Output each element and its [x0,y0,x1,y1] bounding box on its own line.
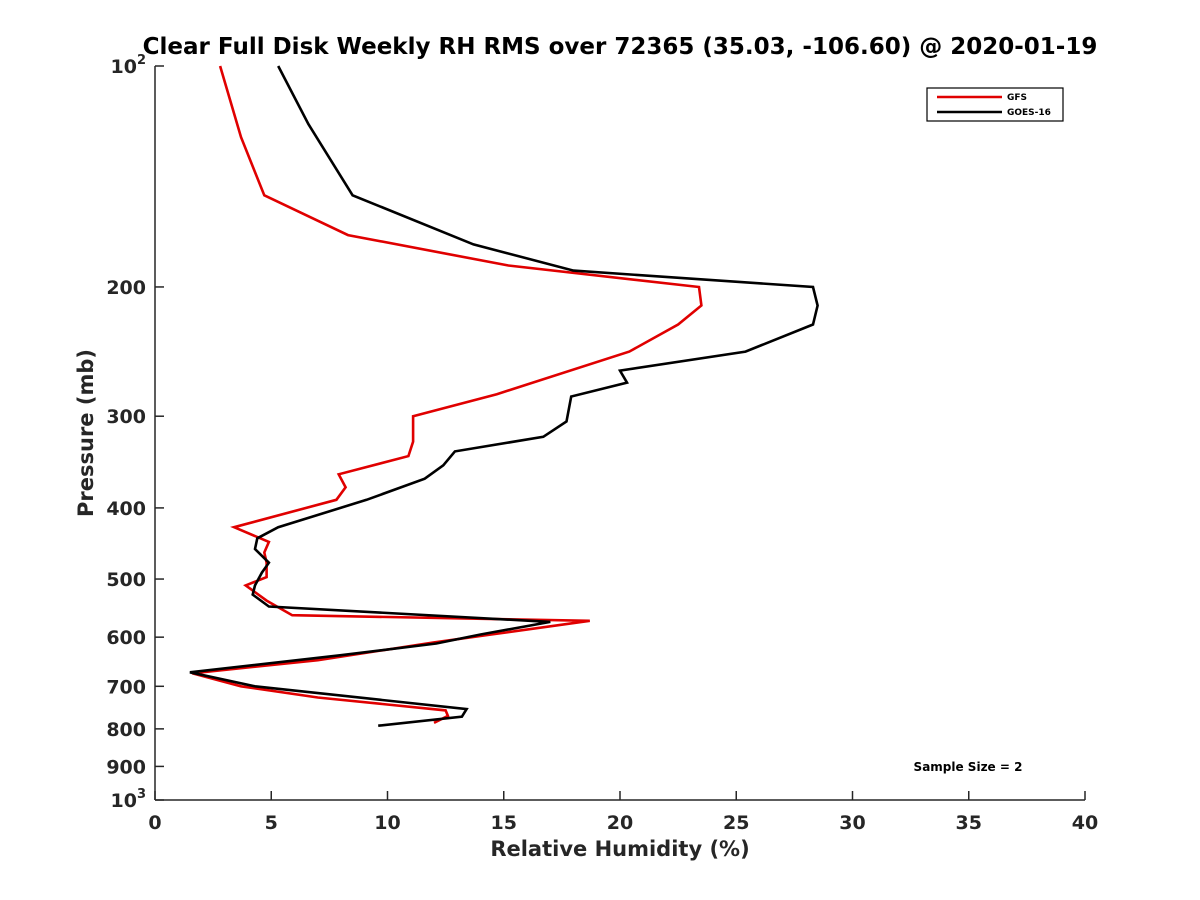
y-axis-title: Pressure (mb) [74,349,98,517]
x-tick-label: 10 [374,812,400,834]
legend-label: GFS [1007,93,1027,103]
x-tick-label: 25 [723,812,749,834]
x-axis-title: Relative Humidity (%) [490,837,749,861]
y-tick-label: 500 [106,569,146,591]
legend-label: GOES-16 [1007,108,1051,118]
sample-size-annotation: Sample Size = 2 [914,760,1023,774]
legend: GFS GOES-16 [926,87,1064,122]
chart-title: Clear Full Disk Weekly RH RMS over 72365… [143,34,1098,60]
y-tick-label: 800 [106,719,146,741]
x-tick-label: 0 [148,812,161,834]
series-line-goes-16 [189,65,819,727]
x-tick-label: 35 [956,812,982,834]
legend-box [926,87,1064,122]
y-ticks: 102 200 300 400 500 600 700 800 900 103 [106,53,164,812]
series-line-gfs [191,65,703,724]
y-tick-label: 600 [106,627,146,649]
x-tick-label: 30 [839,812,865,834]
y-tick-label: 900 [106,756,146,778]
x-tick-label: 15 [491,812,517,834]
series-group [189,65,819,727]
x-ticks: 0 5 10 15 20 25 30 35 40 [148,791,1098,834]
y-tick-label: 102 [111,53,147,78]
y-tick-label: 700 [106,676,146,698]
y-tick-label: 103 [111,787,147,812]
x-tick-label: 5 [265,812,278,834]
x-tick-label: 20 [607,812,633,834]
x-tick-label: 40 [1072,812,1098,834]
y-tick-label: 200 [106,277,146,299]
y-tick-label: 300 [106,406,146,428]
y-tick-label: 400 [106,498,146,520]
